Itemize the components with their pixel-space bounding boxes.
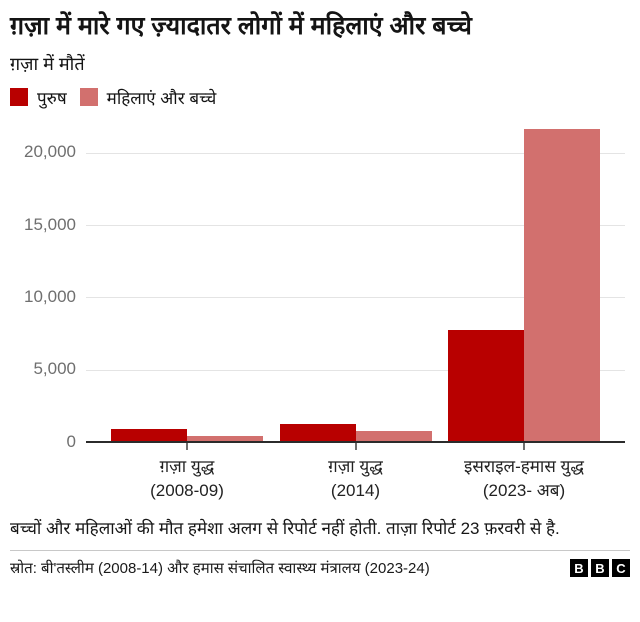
x-axis-category-label: इसराइल-हमास युद्ध (2023- अब)	[464, 456, 584, 501]
gridline	[86, 225, 625, 227]
bar-women-children-group-2	[355, 430, 432, 443]
footnote: बच्चों और महिलाओं की मौत हमेशा अलग से रि…	[10, 518, 560, 538]
bbc-logo: B B C	[567, 559, 630, 578]
y-axis-tick-label: 15,000	[24, 214, 76, 234]
men-color-swatch	[10, 88, 28, 106]
y-axis-tick-label: 0	[66, 431, 76, 451]
y-axis-tick-label: 20,000	[24, 142, 76, 162]
bar-chart-plot-area: 0 5,000 10,000 15,000 20,000	[24, 125, 625, 451]
bar-women-children-group-1	[187, 435, 263, 443]
women-children-color-swatch	[79, 88, 98, 106]
x-axis-tick	[186, 442, 188, 450]
source-text: स्रोत: बी'तस्लीम (2008-14) और हमास संचाल…	[10, 560, 430, 578]
gridline	[86, 152, 625, 154]
bar-men-group-1	[111, 428, 187, 443]
bbc-logo-letter: B	[570, 559, 588, 578]
x-axis-category-label: ग़ज़ा युद्ध (2014)	[328, 456, 383, 501]
x-axis-category-label: ग़ज़ा युद्ध (2008-09)	[150, 456, 224, 501]
x-axis-labels: ग़ज़ा युद्ध (2008-09) ग़ज़ा युद्ध (2014) इसर…	[86, 455, 625, 507]
gridline	[86, 297, 625, 299]
legend-item-women-children: महिलाएं और बच्चे	[79, 86, 217, 109]
legend-label-women-children: महिलाएं और बच्चे	[106, 88, 217, 108]
bar-women-children-group-3	[524, 128, 600, 443]
bar-men-group-3	[448, 329, 524, 443]
bbc-logo-letter: B	[591, 559, 609, 578]
legend-label-men: पुरुष	[37, 88, 67, 108]
gridline	[86, 369, 625, 371]
chart-subtitle: ग़ज़ा में मौतें	[10, 53, 85, 74]
legend-item-men: पुरुष	[10, 86, 67, 109]
footer-divider	[10, 550, 630, 552]
source-row: स्रोत: बी'तस्लीम (2008-14) और हमास संचाल…	[10, 558, 630, 578]
x-axis-tick	[523, 442, 525, 450]
bbc-logo-letter: C	[612, 559, 630, 578]
bar-men-group-2	[279, 423, 356, 443]
page-title: ग़ज़ा में मारे गए ज़्यादातर लोगों में मह…	[10, 12, 472, 40]
x-axis-line	[86, 440, 625, 443]
x-axis-tick	[354, 442, 357, 450]
legend: पुरुष महिलाएं और बच्चे	[10, 86, 630, 109]
y-axis-tick-label: 10,000	[24, 286, 76, 306]
chart-page: ग़ज़ा में मारे गए ज़्यादातर लोगों में मह…	[10, 12, 630, 578]
y-axis-tick-label: 5,000	[33, 359, 76, 379]
